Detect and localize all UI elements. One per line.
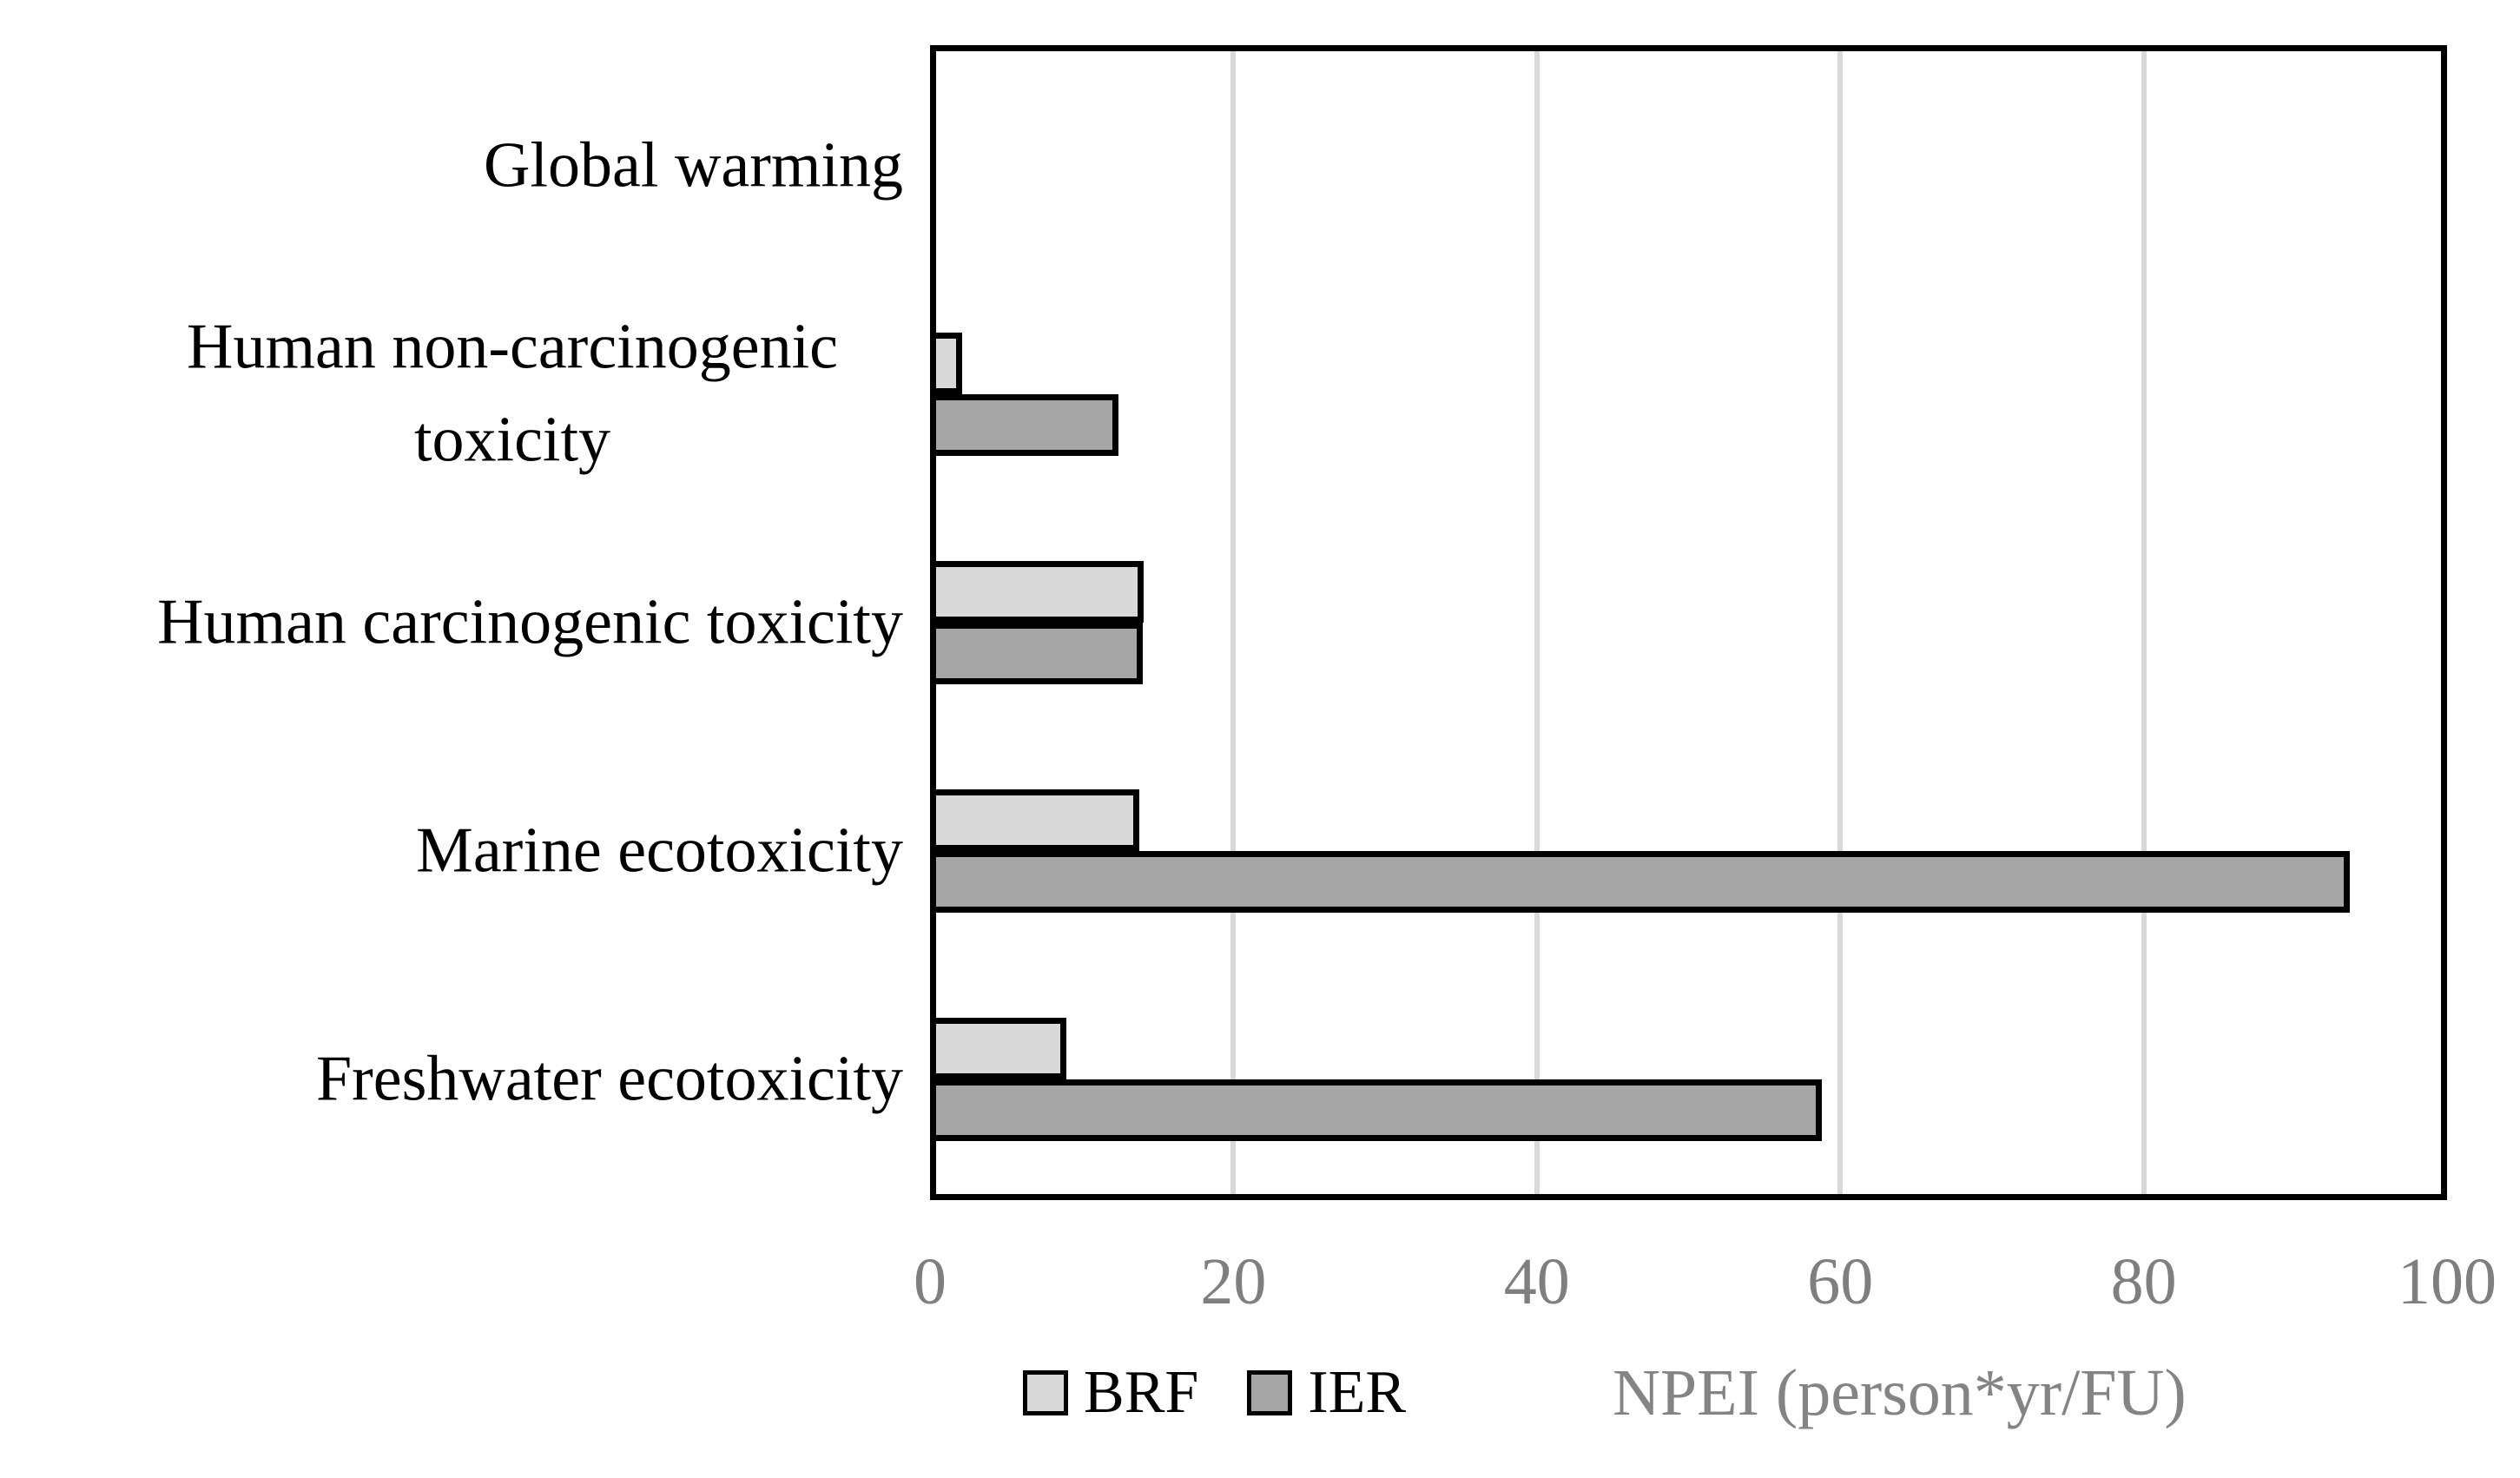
bar-brf-4 bbox=[930, 1018, 1067, 1080]
bar-ier-3 bbox=[930, 851, 2351, 914]
x-tick-label-100: 100 bbox=[2398, 1245, 2497, 1318]
bar-ier-4 bbox=[930, 1079, 1823, 1142]
legend-swatch-brf bbox=[1023, 1370, 1068, 1415]
category-label-2: Human carcinogenic toxicity bbox=[157, 586, 903, 658]
legend-label-brf: BRF bbox=[1084, 1359, 1199, 1426]
bar-ier-2 bbox=[930, 623, 1143, 684]
legend-item-brf: BRF bbox=[1023, 1363, 1198, 1423]
bar-ier-0 bbox=[930, 165, 936, 228]
bar-ier-1 bbox=[930, 393, 1118, 456]
x-tick-label-20: 20 bbox=[1200, 1245, 1267, 1318]
bar-brf-3 bbox=[930, 789, 1140, 852]
x-axis-title: NPEI (person*yr/FU) bbox=[1613, 1356, 2187, 1429]
x-tick-label-80: 80 bbox=[2110, 1245, 2177, 1318]
x-tick-label-40: 40 bbox=[1503, 1245, 1570, 1318]
category-label-1: Human non-carcinogenic toxicity bbox=[187, 311, 838, 476]
bar-brf-1 bbox=[930, 332, 962, 394]
gridline-20 bbox=[1230, 51, 1237, 1194]
plot-area bbox=[930, 45, 2447, 1200]
category-label-0: Global warming bbox=[484, 129, 903, 201]
bar-brf-0 bbox=[930, 103, 936, 166]
x-tick-label-60: 60 bbox=[1807, 1245, 1874, 1318]
gridline-40 bbox=[1534, 51, 1540, 1194]
category-label-4: Freshwater ecotoxicity bbox=[315, 1043, 903, 1115]
legend-swatch-ier bbox=[1247, 1370, 1293, 1415]
legend-label-ier: IER bbox=[1308, 1359, 1407, 1426]
legend: BRF IER bbox=[1023, 1363, 1406, 1423]
gridline-60 bbox=[1837, 51, 1844, 1194]
gridline-80 bbox=[2141, 51, 2147, 1194]
category-label-3: Marine ecotoxicity bbox=[416, 815, 903, 887]
bar-brf-2 bbox=[930, 561, 1145, 623]
legend-item-ier: IER bbox=[1247, 1363, 1406, 1423]
x-tick-label-0: 0 bbox=[914, 1245, 947, 1318]
